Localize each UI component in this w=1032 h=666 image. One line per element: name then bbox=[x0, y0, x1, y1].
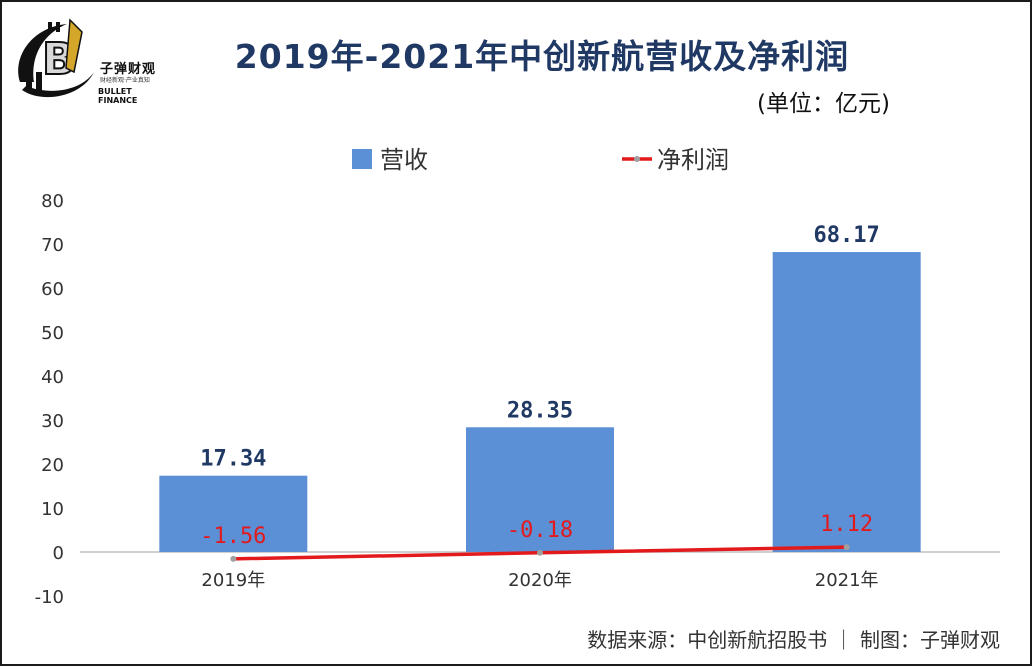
net-profit-point bbox=[843, 544, 850, 551]
legend-revenue-swatch bbox=[352, 149, 372, 169]
net-profit-data-label: 1.12 bbox=[820, 512, 873, 537]
chart-title: 2019年-2021年中创新航营收及净利润 bbox=[234, 37, 850, 76]
brand-logo: B 子弹财观 财经新观·产业真知 BULLET FINANCE bbox=[12, 12, 172, 105]
y-tick-label: 20 bbox=[41, 455, 64, 476]
y-tick-label: 50 bbox=[41, 323, 64, 344]
legend-profit-label: 净利润 bbox=[657, 146, 729, 174]
y-tick-label: 30 bbox=[41, 411, 64, 432]
net-profit-point bbox=[537, 549, 543, 556]
revenue-bar bbox=[466, 427, 614, 552]
legend-revenue-label: 营收 bbox=[380, 146, 428, 174]
revenue-bar bbox=[772, 252, 921, 552]
y-tick-label: 40 bbox=[41, 367, 64, 388]
revenue-bar bbox=[159, 475, 308, 552]
revenue-data-label: 17.34 bbox=[200, 447, 266, 472]
net-profit-data-label: -1.56 bbox=[200, 524, 266, 549]
y-tick-label: -10 bbox=[35, 587, 64, 608]
y-tick-label: 70 bbox=[41, 235, 64, 256]
net-profit-data-label: -0.18 bbox=[507, 518, 573, 543]
source-footer: 数据来源：中创新航招股书 ｜ 制图：子弹财观 bbox=[587, 628, 1000, 652]
bitcoin-bullet-logo-icon: B bbox=[18, 18, 94, 98]
logo-slogan: 财经新观·产业真知 bbox=[100, 77, 150, 84]
y-tick-label: 10 bbox=[41, 499, 64, 520]
x-tick-label: 2020年 bbox=[508, 570, 572, 591]
y-tick-label: 80 bbox=[41, 191, 64, 212]
legend-profit-marker bbox=[634, 156, 640, 162]
revenue-data-label: 28.35 bbox=[507, 398, 573, 423]
x-tick-label: 2021年 bbox=[815, 570, 879, 591]
x-tick-label: 2019年 bbox=[201, 570, 265, 591]
revenue-data-label: 68.17 bbox=[814, 223, 880, 248]
y-tick-label: 60 bbox=[41, 279, 64, 300]
logo-name-cn: 子弹财观 bbox=[100, 62, 157, 77]
logo-name-en: BULLET FINANCE bbox=[98, 87, 138, 105]
y-tick-label: 0 bbox=[53, 543, 64, 564]
unit-label: (单位：亿元) bbox=[757, 91, 890, 117]
net-profit-point bbox=[230, 555, 237, 562]
